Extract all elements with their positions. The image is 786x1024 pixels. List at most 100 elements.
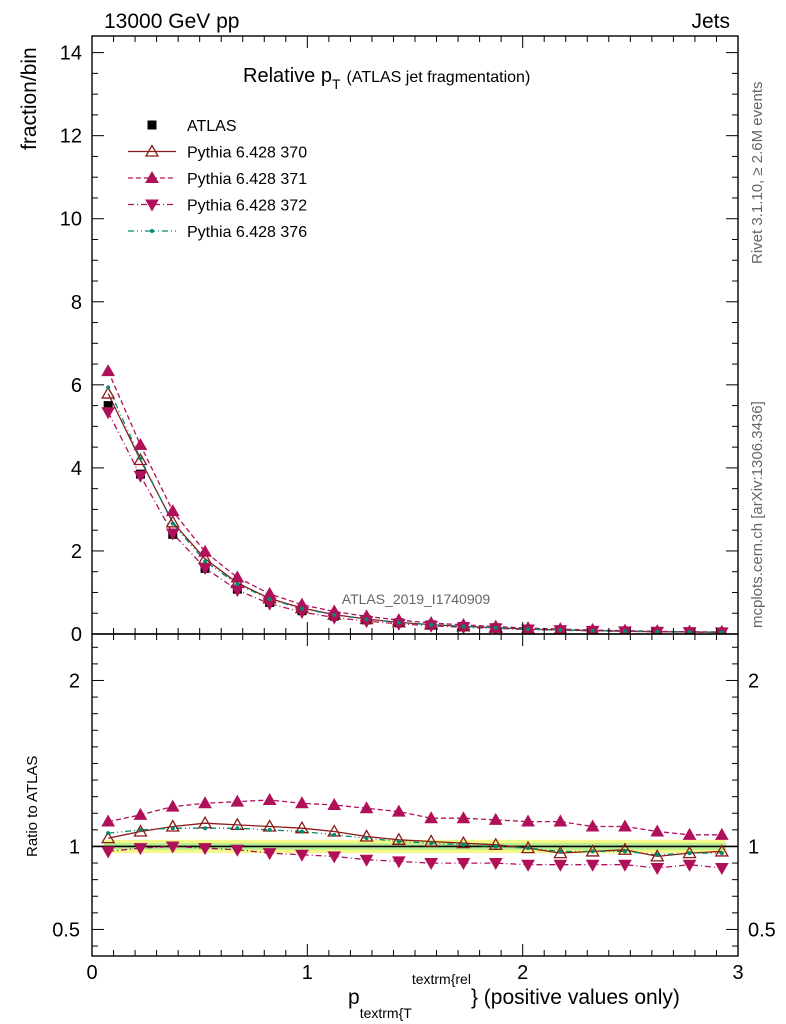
ratio-point-series-0-3 xyxy=(197,815,213,829)
ratio-point-series-2-1 xyxy=(133,843,148,856)
atlas-point-0 xyxy=(103,401,113,411)
ratio-point-series-2-9 xyxy=(391,856,406,869)
main-point-series-1-5 xyxy=(262,586,277,599)
main-point-series-3-18 xyxy=(687,630,692,634)
y-axis-label: fraction/bin xyxy=(18,47,41,150)
ratio-point-series-2-0 xyxy=(101,846,116,859)
main-point-series-3-16 xyxy=(622,629,627,634)
ratio-point-series-2-14 xyxy=(553,859,568,872)
x-axis-label: ptextrm{T textrm{rel} (positive values on… xyxy=(348,971,680,1021)
ratio-point-series-1-0 xyxy=(101,814,116,827)
x-tick-label-1: 1 xyxy=(302,962,313,984)
ratio-point-series-0-18 xyxy=(682,845,697,859)
main-point-series-3-15 xyxy=(590,628,595,633)
y-tick-label-1: 2 xyxy=(71,541,82,563)
ratio-point-series-0-2 xyxy=(165,819,180,832)
y-tick-label-0: 0 xyxy=(71,624,82,646)
legend-label-3: Pythia 6.428 372 xyxy=(187,198,307,215)
ratio-point-series-3-15 xyxy=(590,849,595,854)
main-point-series-2-8 xyxy=(359,616,374,629)
main-point-series-2-2 xyxy=(165,528,180,541)
ratio-point-series-1-13 xyxy=(521,814,535,827)
ratio-point-series-1-11 xyxy=(456,811,471,824)
main-point-series-2-3 xyxy=(198,562,212,575)
main-line-series-2 xyxy=(107,411,722,633)
main-point-series-2-1 xyxy=(133,470,148,483)
ratio-point-series-2-5 xyxy=(262,848,277,861)
legend-marker-4 xyxy=(150,229,154,233)
ratio-point-series-0-14 xyxy=(553,845,568,859)
ratio-point-series-0-16 xyxy=(617,842,633,855)
y-tick-label-6: 12 xyxy=(60,126,82,148)
main-point-series-3-8 xyxy=(364,617,369,622)
ratio-point-series-1-3 xyxy=(198,796,212,809)
ratio-point-series-3-14 xyxy=(558,849,563,854)
ratio-point-series-3-5 xyxy=(267,827,272,832)
ratio-point-series-1-9 xyxy=(391,804,406,817)
ratio-point-series-1-2 xyxy=(165,799,180,812)
ratio-point-series-3-7 xyxy=(332,832,337,837)
ratio-tick-label-left-2: 2 xyxy=(69,670,80,692)
main-point-series-3-9 xyxy=(396,620,401,625)
ratio-point-series-2-12 xyxy=(488,858,503,871)
main-point-series-1-0 xyxy=(101,364,116,377)
chart-title-rest: (ATLAS jet fragmentation) xyxy=(347,69,531,86)
ratio-point-series-0-17 xyxy=(650,849,665,862)
ratio-frame xyxy=(91,633,739,957)
main-point-series-3-5 xyxy=(267,597,272,602)
ratio-point-series-2-8 xyxy=(359,854,374,867)
ratio-tick-label-right-1: 1 xyxy=(748,836,759,858)
main-point-series-1-3 xyxy=(198,544,212,557)
ratio-line-series-2 xyxy=(108,845,722,869)
main-point-series-1-1 xyxy=(133,438,148,451)
x-axis-label-sub: textrm{T xyxy=(360,1005,413,1021)
ratio-point-series-3-3 xyxy=(203,826,208,831)
ratio-point-series-2-11 xyxy=(456,858,471,871)
main-point-series-2-0 xyxy=(101,407,116,420)
side-label-mcplots: mcplots.cern.ch [arXiv:1306.3436] xyxy=(749,401,766,628)
ratio-tick-label-left-0: 0.5 xyxy=(52,919,80,941)
ratio-point-series-0-1 xyxy=(133,824,148,837)
ratio-point-series-1-4 xyxy=(230,794,245,807)
legend-marker-0 xyxy=(147,120,157,130)
legend-marker-3 xyxy=(145,199,159,212)
ratio-point-series-1-17 xyxy=(650,824,665,837)
x-axis-label-main: p xyxy=(348,986,360,1009)
legend-marker-2 xyxy=(145,170,159,183)
main-point-series-3-7 xyxy=(332,612,337,617)
analysis-watermark: ATLAS_2019_I1740909 xyxy=(342,591,491,607)
main-point-series-3-10 xyxy=(429,622,434,627)
ratio-point-series-3-4 xyxy=(235,826,240,831)
main-point-series-3-3 xyxy=(203,559,208,564)
ratio-point-series-3-10 xyxy=(429,841,434,846)
ratio-point-series-3-9 xyxy=(396,839,401,844)
main-point-series-3-11 xyxy=(461,624,466,629)
y-tick-label-7: 14 xyxy=(60,43,82,65)
ratio-tick-label-left-1: 1 xyxy=(69,836,80,858)
main-point-series-1-2 xyxy=(165,504,180,517)
ratio-point-series-3-11 xyxy=(461,842,466,847)
ratio-point-series-0-15 xyxy=(585,844,600,857)
ratio-point-series-1-8 xyxy=(359,801,374,814)
ratio-point-series-0-12 xyxy=(488,837,503,850)
ratio-point-series-3-19 xyxy=(719,851,724,856)
y-tick-label-2: 4 xyxy=(71,458,82,480)
ratio-tick-label-right-0: 0.5 xyxy=(748,919,776,941)
x-tick-label-2: 2 xyxy=(517,962,528,984)
side-label-rivet: Rivet 3.1.10, ≥ 2.6M events xyxy=(749,82,766,265)
ratio-series-markers xyxy=(101,792,729,876)
main-point-series-1-4 xyxy=(230,570,245,583)
ratio-line-series-1 xyxy=(108,799,722,836)
ratio-point-series-2-4 xyxy=(230,844,245,857)
ratio-uncertainty-band xyxy=(92,839,738,854)
x-tick-label-0: 0 xyxy=(86,962,97,984)
main-point-series-0-2 xyxy=(165,514,180,528)
ratio-point-series-3-18 xyxy=(687,851,692,856)
ratio-point-series-2-7 xyxy=(327,851,342,864)
main-point-series-3-13 xyxy=(526,627,531,632)
main-point-series-0-1 xyxy=(133,452,148,466)
main-point-series-3-1 xyxy=(138,456,143,461)
ratio-point-series-1-5 xyxy=(262,792,277,805)
main-point-series-3-4 xyxy=(235,582,240,587)
